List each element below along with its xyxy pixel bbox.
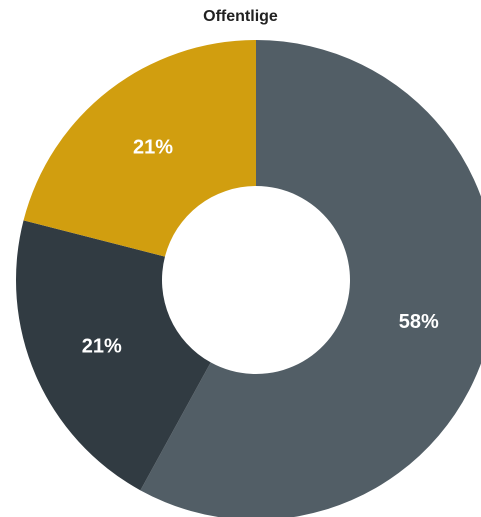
slice-label-0: 58% <box>399 311 439 333</box>
slice-label-2: 21% <box>133 136 173 158</box>
labels-layer: 58% 21% 21% <box>82 136 439 357</box>
slice-label-1: 21% <box>82 336 122 358</box>
slice-0 <box>140 40 481 517</box>
slice-1 <box>16 220 211 491</box>
slices-layer <box>16 40 481 517</box>
slice-2 <box>23 40 257 257</box>
chart-title: Offentlige <box>203 8 278 25</box>
